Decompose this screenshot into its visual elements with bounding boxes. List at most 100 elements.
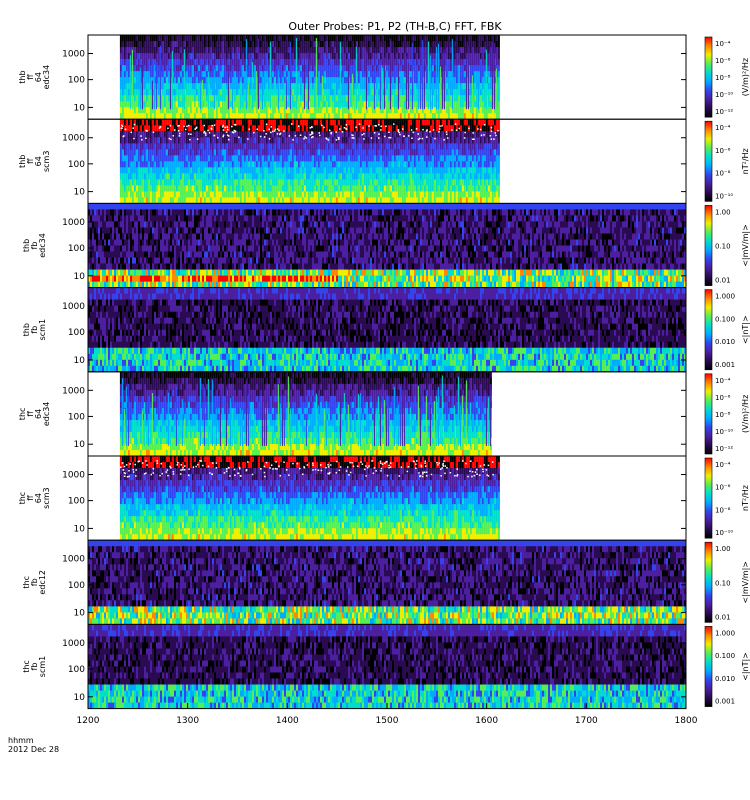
spectrogram-1 — [120, 35, 500, 120]
colorbar-label-7: <|mV/m|> — [741, 561, 750, 604]
colorbar-tick-label: 10⁻⁴ — [715, 377, 731, 385]
colorbar-tick-label: 0.010 — [715, 675, 735, 683]
y-tick-label: 10 — [74, 188, 86, 198]
colorbar-tick-label: 10⁻⁴ — [715, 124, 731, 132]
y-tick-label: 1000 — [62, 50, 85, 60]
y-tick-label: 10 — [74, 103, 86, 113]
chart-title: Outer Probes: P1, P2 (TH-B,C) FFT, FBK — [288, 20, 502, 33]
y-tick-label: 1000 — [62, 302, 85, 312]
panel-label-1: thbff64edc34 — [18, 65, 51, 90]
colorbar-tick-label: 10⁻⁴ — [715, 40, 731, 48]
colorbar-label-4: <|nT|> — [741, 315, 750, 344]
panel-label-3: thbfbedc34 — [22, 233, 47, 258]
panel-label-8: thcfbscm1 — [22, 656, 47, 677]
y-tick-label: 10 — [74, 693, 86, 703]
colorbar-tick-label: 10⁻⁶ — [715, 147, 731, 155]
y-tick-label: 100 — [68, 160, 85, 170]
panel-label-2: thbff64scm3 — [18, 151, 51, 172]
colorbar-tick-label: 0.10 — [715, 579, 731, 587]
y-tick-label: 100 — [68, 412, 85, 422]
spectrogram-7 — [88, 540, 686, 625]
colorbar-tick-label: 10⁻¹² — [715, 445, 733, 453]
y-tick-label: 1000 — [62, 386, 85, 396]
y-tick-label: 1000 — [62, 134, 85, 144]
colorbar-tick-label: 0.100 — [715, 652, 735, 660]
y-tick-label: 1000 — [62, 639, 85, 649]
colorbar-tick-label: 10⁻¹⁰ — [715, 192, 733, 200]
colorbar-label-5: (V/m)²/Hz — [741, 395, 750, 433]
colorbar-tick-label: 1.000 — [715, 293, 735, 301]
spectrogram-2 — [120, 119, 500, 204]
time-unit-label: hhmm — [8, 736, 34, 745]
y-tick-label: 100 — [68, 497, 85, 507]
panel-1: 100010010thbff64edc3410⁻⁴10⁻⁶10⁻⁸10⁻¹⁰10… — [18, 35, 750, 120]
spectrogram-8 — [88, 624, 686, 709]
colorbar-5 — [705, 374, 712, 454]
panel-label-4: thbfbscm1 — [22, 319, 47, 340]
x-tick-label: 1200 — [77, 716, 100, 726]
colorbar-tick-label: 10⁻¹⁰ — [715, 529, 733, 537]
x-tick-label: 1300 — [176, 716, 199, 726]
panels-group: 100010010thbff64edc3410⁻⁴10⁻⁶10⁻⁸10⁻¹⁰10… — [18, 35, 750, 709]
y-tick-label: 100 — [68, 328, 85, 338]
colorbar-tick-label: 10⁻⁶ — [715, 484, 731, 492]
colorbar-label-2: nT²/Hz — [741, 148, 750, 174]
colorbar-label-8: <|nT|> — [741, 652, 750, 681]
y-tick-label: 100 — [68, 244, 85, 254]
colorbar-tick-label: 0.001 — [715, 361, 735, 369]
spectrogram-6 — [120, 456, 500, 541]
x-tick-label: 1600 — [475, 716, 498, 726]
spectrogram-3 — [88, 203, 686, 288]
colorbar-1 — [705, 37, 712, 117]
colorbar-3 — [705, 205, 712, 285]
panel-label-5: thcff64edc34 — [18, 402, 51, 427]
y-tick-label: 10 — [74, 440, 86, 450]
colorbar-tick-label: 0.001 — [715, 698, 735, 706]
panel-label-7: thcfbedc12 — [22, 570, 47, 595]
y-tick-label: 10 — [74, 272, 86, 282]
colorbar-tick-label: 1.000 — [715, 629, 735, 637]
colorbar-6 — [705, 458, 712, 538]
panel-6: 100010010thcff64scm310⁻⁴10⁻⁶10⁻⁸10⁻¹⁰nT²… — [18, 456, 750, 541]
colorbar-tick-label: 0.01 — [715, 277, 731, 285]
panel-5: 100010010thcff64edc3410⁻⁴10⁻⁶10⁻⁸10⁻¹⁰10… — [18, 372, 750, 457]
colorbar-8 — [705, 626, 712, 706]
y-tick-label: 10 — [74, 524, 86, 534]
colorbar-tick-label: 10⁻¹⁰ — [715, 428, 733, 436]
date-label: 2012 Dec 28 — [8, 745, 59, 754]
colorbar-tick-label: 1.00 — [715, 545, 731, 553]
colorbar-7 — [705, 542, 712, 622]
colorbar-tick-label: 10⁻¹² — [715, 108, 733, 116]
colorbar-tick-label: 10⁻⁸ — [715, 170, 731, 178]
y-tick-label: 1000 — [62, 555, 85, 565]
colorbar-2 — [705, 121, 712, 201]
colorbar-tick-label: 10⁻⁴ — [715, 461, 731, 469]
x-tick-label: 1800 — [675, 716, 698, 726]
y-tick-label: 100 — [68, 76, 85, 86]
colorbar-tick-label: 10⁻⁸ — [715, 411, 731, 419]
colorbar-tick-label: 1.00 — [715, 208, 731, 216]
panel-label-6: thcff64scm3 — [18, 487, 51, 508]
panel-3: 1000 100 10 thbfbedc34 1.00 0.10 0.01 <|mV/m|> — [22, 203, 750, 288]
colorbar-tick-label: 10⁻⁶ — [715, 57, 731, 65]
colorbar-tick-label: 0.010 — [715, 338, 735, 346]
spectrogram-5 — [120, 372, 492, 457]
y-tick-label: 100 — [68, 665, 85, 675]
y-tick-label: 1000 — [62, 471, 85, 481]
y-tick-label: 10 — [74, 356, 86, 366]
spectrogram-4 — [88, 288, 686, 373]
panel-8: 1000 100 10 thcfbscm1 1.000 0.100 0.010 0.001 <|… — [22, 624, 750, 709]
y-tick-label: 1000 — [62, 218, 85, 228]
panel-2: 1000 100 10 thbff64scm3 10⁻⁴ 10⁻⁶ 10⁻⁸ 10⁻¹⁰ nT²… — [18, 119, 750, 204]
colorbar-tick-label: 10⁻⁸ — [715, 74, 731, 82]
colorbar-label-3: <|mV/m|> — [741, 224, 750, 267]
colorbar-label-6: nT²/Hz — [741, 485, 750, 511]
colorbar-4 — [705, 290, 712, 370]
colorbar-tick-label: 0.10 — [715, 243, 731, 251]
y-tick-label: 10 — [74, 609, 86, 619]
colorbar-tick-label: 0.100 — [715, 315, 735, 323]
colorbar-tick-label: 0.01 — [715, 613, 731, 621]
x-tick-label: 1700 — [575, 716, 598, 726]
